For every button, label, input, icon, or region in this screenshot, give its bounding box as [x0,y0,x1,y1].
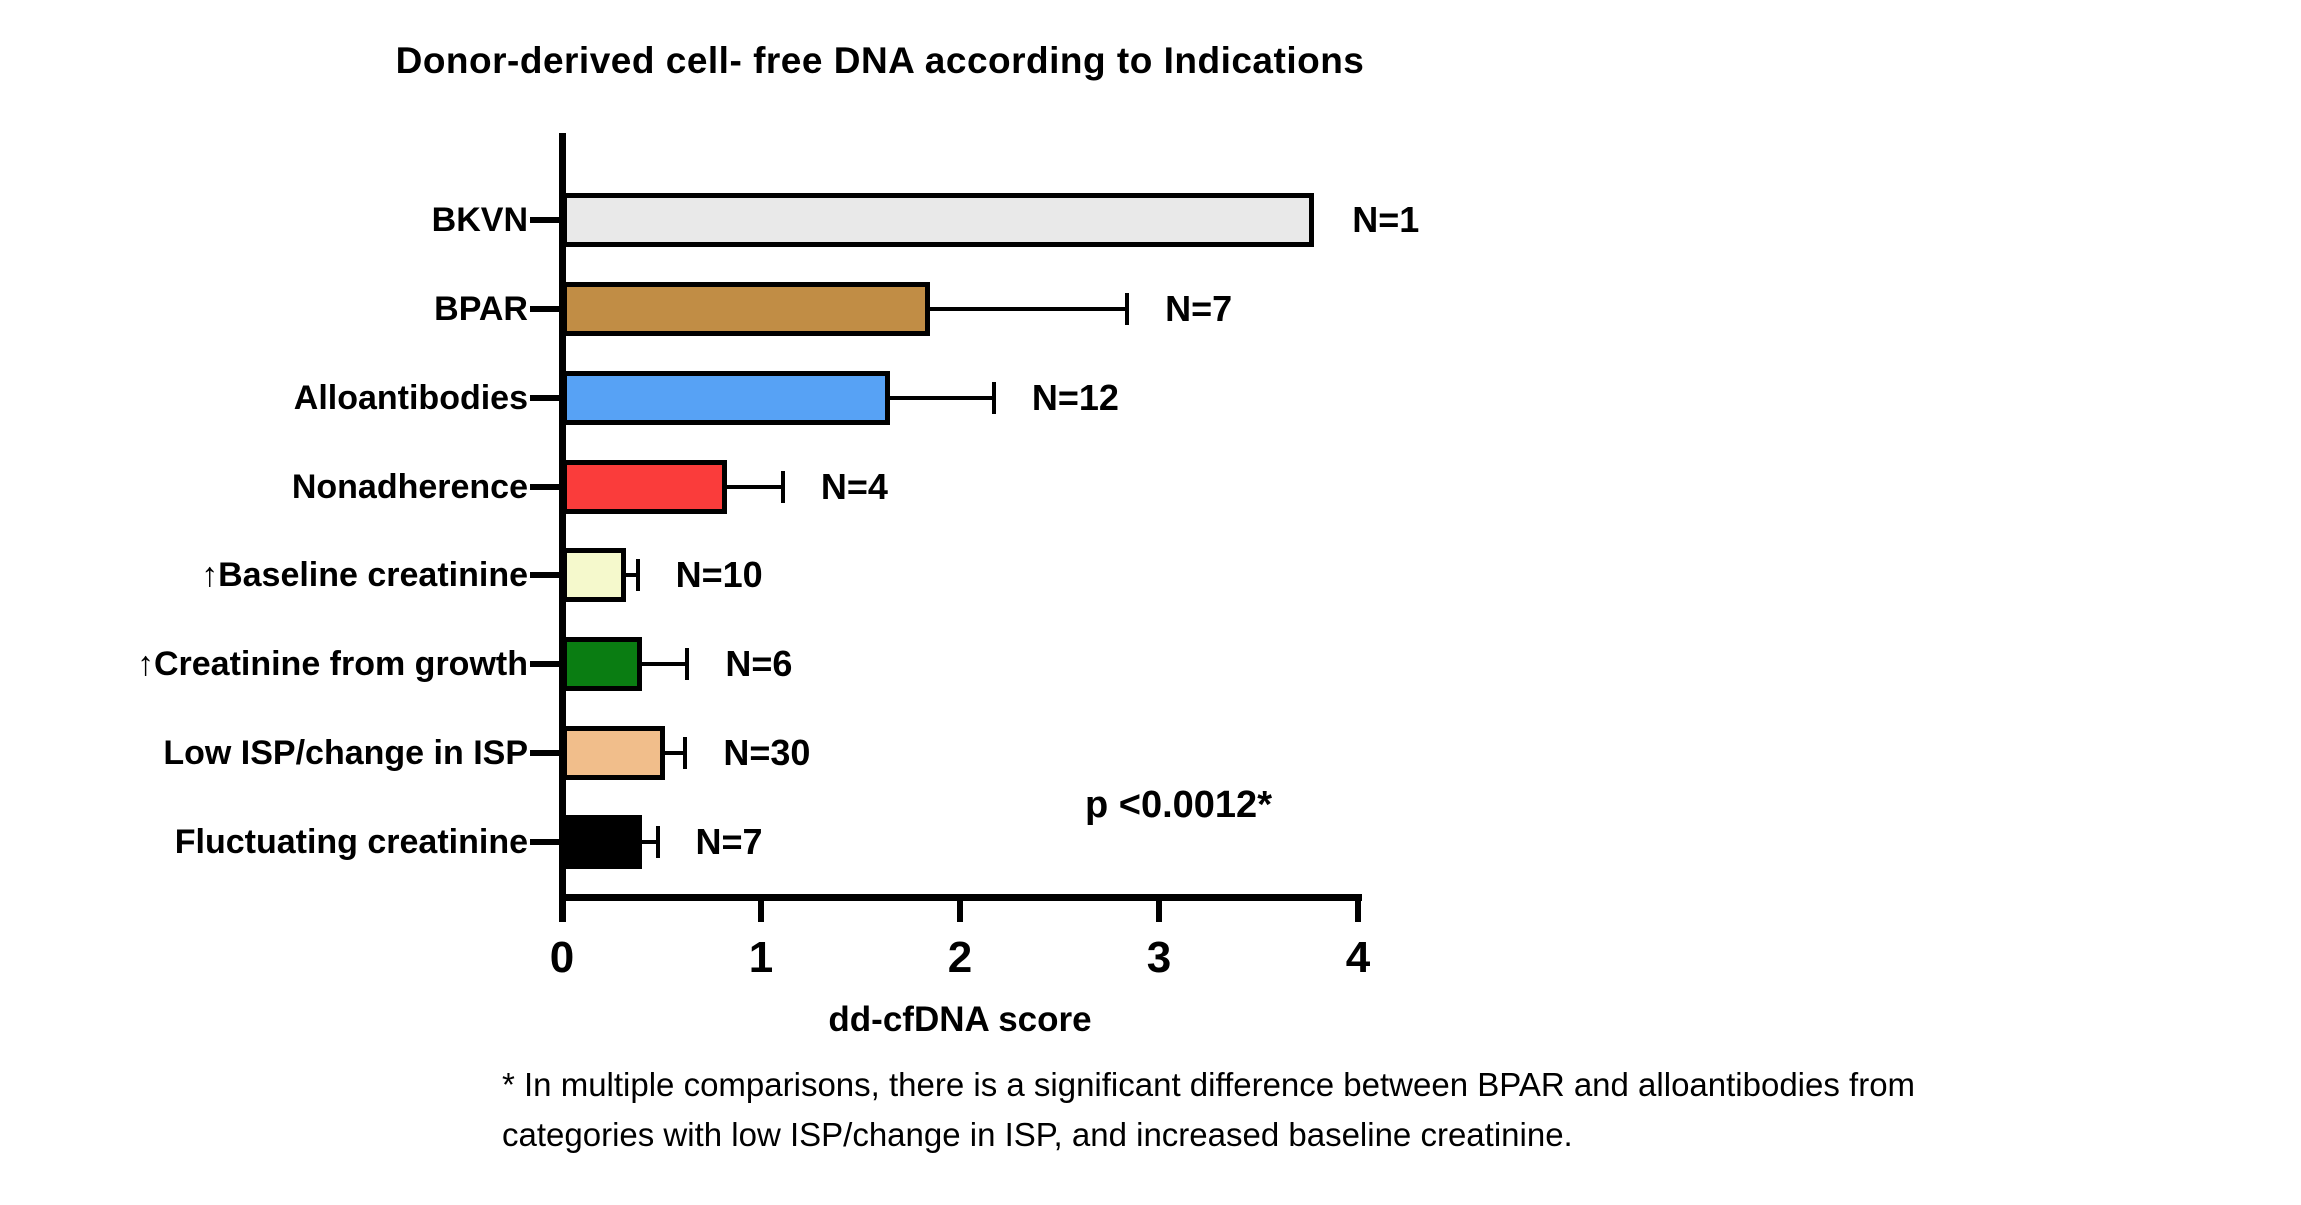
category-label: Low ISP/change in ISP [163,734,528,773]
n-label: N=4 [820,465,888,507]
footnote-line-2: categories with low ISP/change in ISP, a… [502,1116,1573,1153]
bar [562,637,642,692]
x-tick-label: 4 [1345,933,1371,982]
category-axis-tick [530,483,559,490]
x-axis-tick [1156,897,1162,922]
n-label: N=1 [1352,199,1420,240]
category-label: Nonadherence [291,467,528,506]
x-axis-title: dd-cfDNA score [828,1000,1092,1039]
footnote-line-1: * In multiple comparisons, there is a si… [502,1066,1916,1103]
error-bar-line [930,306,1128,311]
error-bar-line [641,840,658,845]
x-tick-label: 2 [947,933,973,982]
n-label: N=30 [723,732,811,774]
error-bar-cap [685,648,690,681]
category-label: ↑Baseline creatinine [201,556,528,595]
n-label: N=10 [675,554,763,596]
x-tick-label: 0 [549,933,575,982]
category-axis-tick [530,661,559,668]
x-axis-tick [957,897,963,922]
n-label: N=6 [725,643,793,685]
error-bar-cap [1125,292,1130,325]
category-axis-tick [530,394,559,401]
error-bar-cap [635,559,640,592]
error-bar-line [727,484,783,489]
x-tick-label: 3 [1146,933,1172,982]
category-axis-tick [530,572,559,579]
error-bar-line [625,573,638,578]
x-axis-tick [1355,897,1361,922]
category-axis-tick [530,839,559,846]
footnote: * In multiple comparisons, there is a si… [502,1060,1915,1160]
category-label: BKVN [431,201,528,239]
category-label: BPAR [434,289,528,328]
x-tick-label: 1 [748,933,774,982]
p-value-annotation: p <0.0012* [1085,784,1272,826]
y-axis-line [559,133,566,922]
category-axis-tick [530,305,559,312]
category-label: ↑Creatinine from growth [136,645,528,684]
bar [562,459,728,514]
category-axis-tick [530,750,559,757]
bar [562,815,642,870]
x-axis-tick [758,897,764,922]
error-bar-cap [991,381,996,414]
error-bar-cap [780,470,785,503]
n-label: N=12 [1031,376,1119,418]
bar [562,281,931,336]
error-bar-line [641,662,688,667]
bar [562,548,626,603]
x-axis-tick [559,897,565,922]
error-bar-line [665,751,686,756]
error-bar-line [890,395,994,400]
chart-title: Donor-derived cell- free DNA according t… [395,40,1365,81]
category-axis-tick [530,217,559,223]
bar [562,193,1315,247]
n-label: N=7 [695,821,763,863]
category-label: Fluctuating creatinine [174,823,528,862]
bar [562,370,891,425]
n-label: N=7 [1165,287,1233,329]
error-bar-cap [655,826,660,859]
error-bar-cap [683,737,688,770]
bar [562,726,666,781]
category-label: Alloantibodies [293,378,528,417]
